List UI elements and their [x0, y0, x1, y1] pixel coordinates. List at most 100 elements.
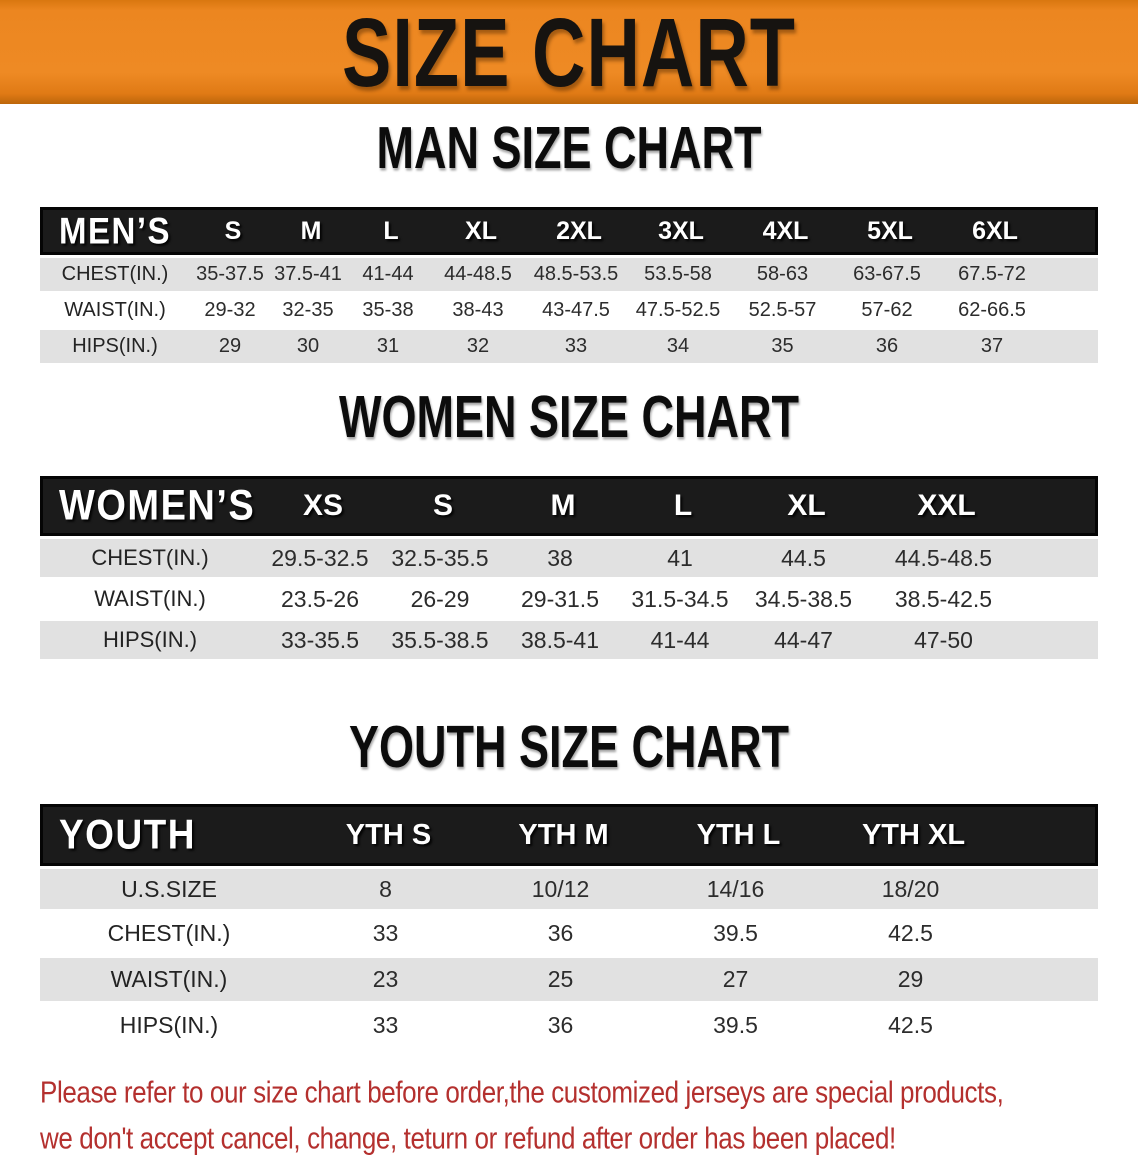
column-header: M [550, 489, 576, 522]
row-label: WAIST(IN.) [94, 586, 206, 611]
cell: 27 [722, 966, 749, 992]
womens-size-table: WOMEN’S XS S M L XL XXL CHEST(IN.) 29.5-… [40, 476, 1098, 659]
cell: 29 [218, 335, 242, 357]
cell: 44.5 [781, 544, 826, 571]
column-header: 2XL [556, 216, 602, 245]
column-header: YTH XL [861, 818, 966, 851]
row-label: CHEST(IN.) [91, 545, 209, 570]
cell: 31.5-34.5 [631, 585, 729, 612]
cell: 44.5-48.5 [894, 544, 993, 571]
cell: 39.5 [713, 1012, 758, 1038]
column-header: XS [302, 489, 344, 522]
women-section-heading: WOMEN SIZE CHART [339, 382, 799, 450]
footer-note-line-2: we don't accept cancel, change, teturn o… [40, 1120, 896, 1156]
cell: 33 [372, 920, 399, 946]
cell: 14/16 [706, 875, 765, 902]
footer-note: Please refer to our size chart before or… [0, 1069, 1138, 1161]
banner: SIZE CHART [0, 0, 1138, 107]
womens-table-title: WOMEN’S [59, 481, 256, 529]
youth-table-title: YOUTH [59, 811, 196, 858]
column-header: YTH S [345, 818, 432, 851]
row-label: HIPS(IN.) [72, 335, 158, 357]
column-header: XL [787, 489, 826, 522]
cell: 23.5-26 [280, 585, 359, 612]
cell: 31 [376, 335, 400, 357]
column-header: 4XL [762, 216, 809, 245]
cell: 34 [666, 335, 690, 357]
column-header: 5XL [867, 216, 913, 245]
cell: 42.5 [888, 1012, 933, 1038]
cell: 33 [564, 335, 588, 357]
cell: 35-38 [362, 299, 414, 321]
table-row: WAIST(IN.) 23 25 27 29 [40, 958, 1098, 1001]
cell: 18/20 [881, 875, 940, 902]
cell: 25 [547, 966, 574, 992]
column-header: L [383, 216, 399, 245]
cell: 35-37.5 [196, 263, 264, 285]
cell: 43-47.5 [542, 299, 610, 321]
table-row: HIPS(IN.) 33-35.5 35.5-38.5 38.5-41 41-4… [40, 621, 1098, 659]
cell: 26-29 [410, 585, 470, 612]
column-header: XL [465, 216, 497, 245]
man-section-heading-wrap: MAN SIZE CHART [0, 114, 1138, 187]
cell: 29.5-32.5 [271, 544, 369, 571]
table-row: U.S.SIZE 8 10/12 14/16 18/20 [40, 869, 1098, 909]
cell: 48.5-53.5 [533, 263, 619, 285]
cell: 10/12 [531, 875, 590, 902]
cell: 39.5 [713, 920, 758, 946]
cell: 23 [372, 966, 399, 992]
table-row: WAIST(IN.) 23.5-26 26-29 29-31.5 31.5-34… [40, 580, 1098, 618]
cell: 41-44 [362, 263, 414, 285]
table-row: HIPS(IN.) 33 36 39.5 42.5 [40, 1004, 1098, 1047]
cell: 32-35 [282, 299, 334, 321]
cell: 42.5 [888, 920, 933, 946]
cell: 32 [466, 335, 490, 357]
column-header: S [432, 489, 453, 522]
column-header: 3XL [658, 216, 704, 245]
row-label: CHEST(IN.) [107, 920, 231, 946]
table-row: CHEST(IN.) 33 36 39.5 42.5 [40, 912, 1098, 955]
cell: 36 [875, 335, 899, 357]
cell: 36 [547, 1012, 574, 1038]
cell: 37.5-41 [274, 263, 342, 285]
footer-note-line-1: Please refer to our size chart before or… [40, 1074, 1004, 1110]
mens-size-table: MEN’S S M L XL 2XL 3XL 4XL 5XL 6XL CHEST… [40, 207, 1098, 363]
youth-section-heading: YOUTH SIZE CHART [348, 712, 789, 780]
cell: 47-50 [914, 626, 973, 653]
cell: 38.5-41 [520, 626, 599, 653]
cell: 57-62 [861, 299, 913, 321]
row-label: HIPS(IN.) [119, 1012, 219, 1038]
cell: 35.5-38.5 [391, 626, 489, 653]
cell: 32.5-35.5 [391, 544, 489, 571]
column-header: YTH L [696, 818, 781, 851]
column-header: M [300, 216, 322, 245]
cell: 29-31.5 [520, 585, 599, 612]
cell: 30 [296, 335, 320, 357]
cell: 34.5-38.5 [754, 585, 853, 612]
youth-table-header-row: YOUTH YTH S YTH M YTH L YTH XL [40, 804, 1098, 866]
cell: 8 [379, 875, 392, 902]
cell: 47.5-52.5 [635, 299, 721, 321]
table-row: WAIST(IN.) 29-32 32-35 35-38 38-43 43-47… [40, 294, 1098, 327]
banner-title: SIZE CHART [342, 0, 796, 107]
cell: 38 [547, 544, 573, 571]
row-label: U.S.SIZE [121, 875, 217, 902]
cell: 67.5-72 [958, 263, 1026, 285]
cell: 29 [897, 966, 924, 992]
youth-size-table: YOUTH YTH S YTH M YTH L YTH XL U.S.SIZE … [40, 804, 1098, 1047]
cell: 62-66.5 [958, 299, 1026, 321]
cell: 52.5-57 [748, 299, 817, 321]
cell: 38-43 [452, 299, 504, 321]
cell: 38.5-42.5 [894, 585, 993, 612]
cell: 33 [372, 1012, 399, 1038]
cell: 63-67.5 [853, 263, 921, 285]
column-header: 6XL [972, 216, 1018, 245]
row-label: WAIST(IN.) [110, 966, 228, 992]
cell: 44-48.5 [444, 263, 512, 285]
man-section-heading: MAN SIZE CHART [376, 113, 762, 181]
column-header: XXL [917, 489, 976, 522]
row-label: WAIST(IN.) [64, 299, 166, 321]
women-section-heading-wrap: WOMEN SIZE CHART [0, 383, 1138, 456]
cell: 33-35.5 [280, 626, 359, 653]
